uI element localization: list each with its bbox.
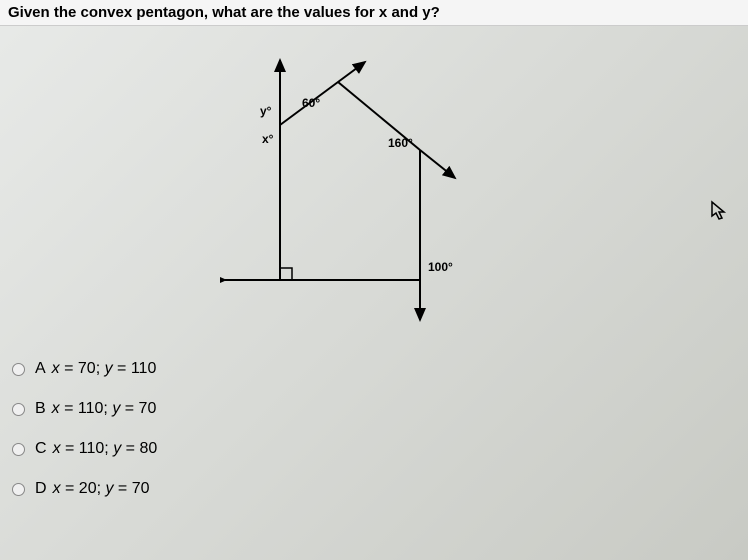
label-y: y° (260, 104, 271, 118)
question-text: Given the convex pentagon, what are the … (8, 4, 440, 21)
cursor-icon (710, 200, 728, 227)
label-160: 160° (388, 136, 413, 150)
option-d-x: x = 20; y = 70 (53, 480, 150, 498)
option-c[interactable]: C x = 110; y = 80 (12, 440, 157, 458)
question-header: Given the convex pentagon, what are the … (0, 0, 748, 26)
option-a[interactable]: A x = 70; y = 110 (12, 360, 157, 378)
radio-a[interactable] (12, 363, 25, 376)
pentagon-diagram: y° 60° x° 160° 100° (220, 50, 500, 330)
option-letter-b: B (35, 400, 46, 418)
diagram-svg (220, 50, 500, 330)
radio-d[interactable] (12, 483, 25, 496)
option-a-x: x = 70; y = 110 (52, 360, 157, 378)
option-letter-a: A (35, 360, 46, 378)
option-c-x: x = 110; y = 80 (53, 440, 158, 458)
option-letter-c: C (35, 440, 47, 458)
option-b[interactable]: B x = 110; y = 70 (12, 400, 157, 418)
option-letter-d: D (35, 480, 47, 498)
label-100: 100° (428, 260, 453, 274)
radio-b[interactable] (12, 403, 25, 416)
option-b-x: x = 110; y = 70 (52, 400, 157, 418)
label-x: x° (262, 132, 273, 146)
label-60: 60° (302, 96, 320, 110)
option-d[interactable]: D x = 20; y = 70 (12, 480, 157, 498)
radio-c[interactable] (12, 443, 25, 456)
answer-options: A x = 70; y = 110 B x = 110; y = 70 C x … (12, 360, 157, 520)
